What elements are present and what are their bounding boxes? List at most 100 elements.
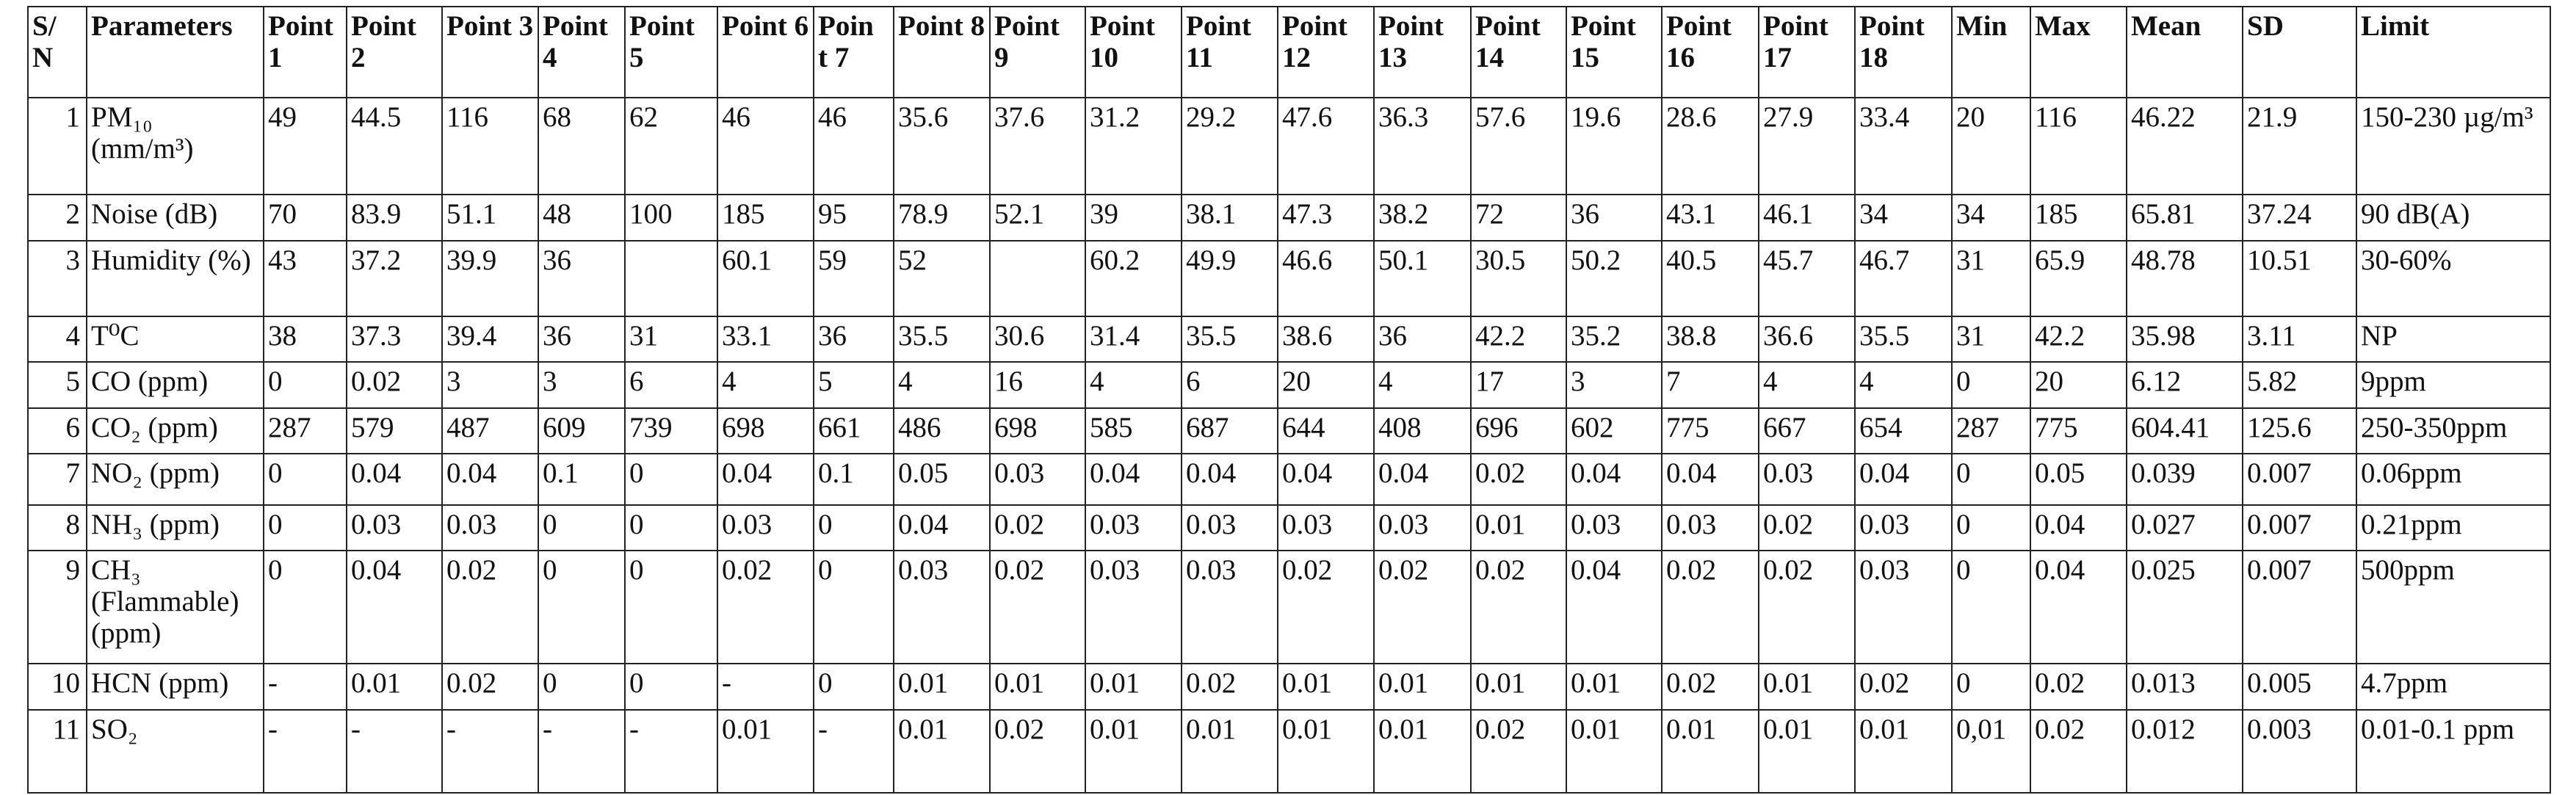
value-cell: 116 <box>2030 97 2127 195</box>
value-cell: 0.02 <box>989 550 1086 664</box>
value-cell: 90 dB(A) <box>2356 194 2551 242</box>
value-cell: 52 <box>893 240 991 317</box>
serial-number-cell: 8 <box>27 504 87 551</box>
value-cell: 579 <box>346 407 443 454</box>
value-cell: 36 <box>1373 316 1472 363</box>
value-cell: 78.9 <box>893 194 991 242</box>
value-cell: 38 <box>263 316 347 363</box>
value-cell: 9ppm <box>2356 361 2551 409</box>
value-cell: 47.3 <box>1277 194 1375 242</box>
column-header: Point 18 <box>1854 6 1953 98</box>
value-cell: 100 <box>624 194 718 242</box>
value-cell: 27.9 <box>1758 97 1856 195</box>
value-cell: 775 <box>2030 407 2127 454</box>
value-cell: 4 <box>1854 361 1953 409</box>
value-cell: 36.6 <box>1758 316 1856 363</box>
parameter-cell: CO₂ (ppm) <box>86 407 264 454</box>
value-cell: 28.6 <box>1661 97 1759 195</box>
parameter-cell: SO₂ <box>86 709 264 794</box>
value-cell: 287 <box>1951 407 2031 454</box>
value-cell: 35.5 <box>1181 316 1278 363</box>
column-header: Max <box>2030 6 2127 98</box>
value-cell: 49 <box>263 97 347 195</box>
value-cell: 16 <box>989 361 1086 409</box>
value-cell: 0.007 <box>2242 550 2357 664</box>
value-cell: 3 <box>1566 361 1663 409</box>
value-cell: 0.02 <box>441 663 539 711</box>
value-cell: 30.5 <box>1470 240 1567 317</box>
value-cell: 4 <box>717 361 814 409</box>
parameter-cell: NH₃ (ppm) <box>86 504 264 551</box>
value-cell: 185 <box>717 194 814 242</box>
value-cell: 0.01 <box>1470 504 1567 551</box>
value-cell: 0.04 <box>1566 550 1663 664</box>
value-cell: - <box>263 663 347 711</box>
value-cell: 0.02 <box>1470 709 1567 794</box>
table-row: 6 CO₂ (ppm) 287 579 487 609 739 698 661 486 698 585… <box>27 407 2551 454</box>
value-cell: 36 <box>813 316 894 363</box>
value-cell: 95 <box>813 194 894 242</box>
value-cell: 0.03 <box>346 504 443 551</box>
serial-number-cell: 10 <box>27 663 87 711</box>
value-cell: 42.2 <box>1470 316 1567 363</box>
value-cell: 0.03 <box>441 504 539 551</box>
value-cell: 0.01-0.1 ppm <box>2356 709 2551 794</box>
table-row: 11 SO₂ - - - - -0.01-0.01 0.02 0.01 0.01 0.01 0.01 0… <box>27 709 2551 794</box>
serial-number-cell: 6 <box>27 407 87 454</box>
value-cell: 698 <box>989 407 1086 454</box>
value-cell: 0.02 <box>1181 663 1278 711</box>
serial-number-cell: 4 <box>27 316 87 363</box>
value-cell: 0.04 <box>2030 504 2127 551</box>
value-cell: 0 <box>1951 361 2031 409</box>
column-header: Point 1 <box>263 6 347 98</box>
value-cell: 0.04 <box>893 504 991 551</box>
value-cell: 0.01 <box>1277 709 1375 794</box>
column-header: SD <box>2242 6 2357 98</box>
value-cell: 45.7 <box>1758 240 1856 317</box>
table-row: 5 CO (ppm) 0 0.02 3 3 6 4 5 4 16 4 6 20 4 17 3 7 4 4 0 20 6.12… <box>27 361 2551 409</box>
value-cell: 185 <box>2030 194 2127 242</box>
value-cell: 50.1 <box>1373 240 1472 317</box>
column-header: Point 6 <box>717 6 814 98</box>
value-cell: 408 <box>1373 407 1472 454</box>
value-cell: 40.5 <box>1661 240 1759 317</box>
value-cell: 0.01 <box>1470 663 1567 711</box>
value-cell: 0.02 <box>2030 709 2127 794</box>
value-cell: 0.01 <box>989 663 1086 711</box>
table-row: 7 NO₂ (ppm) 0 0.04 0.04 0.1 0 0.04 0.1 0.05 0.03 0.… <box>27 453 2551 506</box>
value-cell: 0.04 <box>1277 453 1375 506</box>
value-cell: 6.12 <box>2126 361 2243 409</box>
value-cell: 33.1 <box>717 316 814 363</box>
column-header: Poin t 7 <box>813 6 894 98</box>
value-cell: 604.41 <box>2126 407 2243 454</box>
column-header: Min <box>1951 6 2031 98</box>
value-cell: 0.03 <box>989 453 1086 506</box>
value-cell: 70 <box>263 194 347 242</box>
value-cell: 0.03 <box>1661 504 1759 551</box>
value-cell: 36.3 <box>1373 97 1472 195</box>
column-header: Point 17 <box>1758 6 1856 98</box>
column-header: Point 2 <box>346 6 443 98</box>
value-cell: 0 <box>624 453 718 506</box>
value-cell: 46.1 <box>1758 194 1856 242</box>
value-cell: 644 <box>1277 407 1375 454</box>
value-cell: 0.01 <box>1566 663 1663 711</box>
value-cell: 42.2 <box>2030 316 2127 363</box>
value-cell: 0 <box>813 550 894 664</box>
value-cell: 0.04 <box>1373 453 1472 506</box>
value-cell: 35.98 <box>2126 316 2243 363</box>
value-cell: 0 <box>1951 504 2031 551</box>
value-cell: 43 <box>263 240 347 317</box>
value-cell: 0.01 <box>1758 709 1856 794</box>
serial-number-cell: 3 <box>27 240 87 317</box>
value-cell <box>989 240 1086 317</box>
value-cell: 60.1 <box>717 240 814 317</box>
value-cell: 0.03 <box>717 504 814 551</box>
value-cell: 39.4 <box>441 316 539 363</box>
value-cell: 0.01 <box>893 663 991 711</box>
value-cell: 35.6 <box>893 97 991 195</box>
value-cell: 29.2 <box>1181 97 1278 195</box>
value-cell: 4 <box>1758 361 1856 409</box>
value-cell: 6 <box>624 361 718 409</box>
value-cell: 46 <box>813 97 894 195</box>
